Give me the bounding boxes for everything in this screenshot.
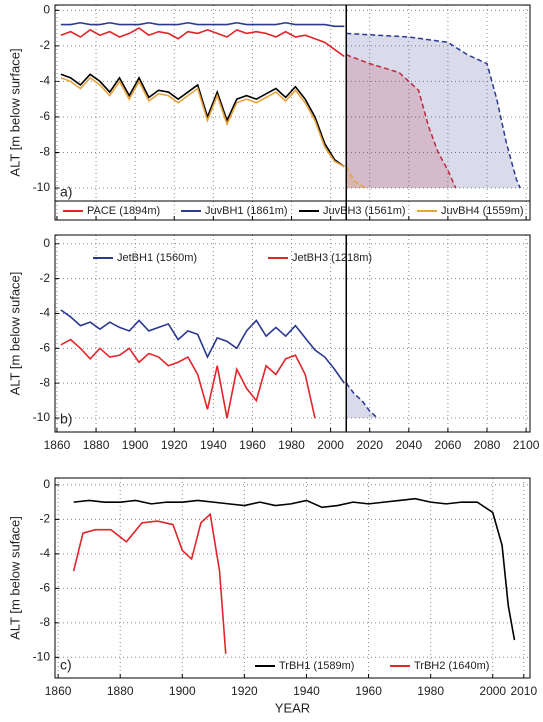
projection-shade — [346, 383, 378, 419]
series-line — [60, 338, 316, 419]
series-line — [60, 76, 345, 168]
y-tick-label: -4 — [39, 306, 50, 320]
x-axis-label: YEAR — [275, 700, 310, 715]
x-tick-label: 1860 — [44, 438, 71, 452]
y-tick-label: -6 — [39, 581, 50, 595]
series-line — [60, 309, 345, 384]
panel-label: a) — [60, 184, 72, 200]
legend-label: JetBH3 (1218m) — [292, 252, 372, 264]
plot-background — [55, 478, 530, 678]
series-line — [60, 21, 345, 28]
legend-label: TrBH2 (1640m) — [414, 660, 489, 672]
y-tick-label: -2 — [39, 271, 50, 285]
x-tick-label: 2000 — [317, 438, 344, 452]
plot-frame — [54, 234, 531, 433]
y-tick-label: 0 — [43, 477, 50, 491]
legend-label: PACE (1894m) — [87, 205, 160, 217]
y-tick-label: -8 — [39, 375, 50, 389]
x-tick-label: 2020 — [356, 438, 383, 452]
series-line — [60, 73, 345, 168]
y-tick-label: -10 — [33, 649, 51, 663]
projection-line — [345, 382, 379, 419]
x-tick-label: 1960 — [239, 438, 266, 452]
legend-label: JuvBH3 (1561m) — [323, 205, 406, 217]
series-line — [60, 27, 345, 58]
series-line — [73, 497, 516, 641]
projection-shade — [346, 54, 456, 189]
series-line — [72, 512, 227, 654]
plot-frame — [54, 477, 531, 679]
x-tick-label: 1980 — [417, 684, 444, 698]
projection-line — [346, 32, 521, 189]
legend-label: TrBH1 (1589m) — [279, 660, 354, 672]
x-tick-label: 1940 — [293, 684, 320, 698]
projection-line — [345, 54, 457, 189]
plot-background — [55, 235, 530, 432]
y-tick-label: -10 — [33, 410, 51, 424]
x-tick-label: 1960 — [355, 684, 382, 698]
plot-frame — [54, 4, 531, 221]
x-tick-label: 2010 — [510, 684, 537, 698]
x-tick-label: 2040 — [395, 438, 422, 452]
panel-label: c) — [60, 657, 72, 673]
y-axis-label: ALT [m below suface] — [7, 272, 22, 396]
projection-line — [345, 166, 367, 189]
y-tick-label: -6 — [39, 109, 50, 123]
x-tick-label: 1880 — [107, 684, 134, 698]
x-tick-label: 1900 — [169, 684, 196, 698]
y-tick-label: -2 — [39, 38, 50, 52]
y-tick-label: -8 — [39, 615, 50, 629]
plot-background — [55, 5, 530, 220]
series-group — [72, 497, 516, 654]
series-group — [60, 21, 521, 189]
x-tick-label: 1920 — [161, 438, 188, 452]
x-tick-label: 2060 — [435, 438, 462, 452]
x-tick-label: 2000 — [479, 684, 506, 698]
y-tick-label: -10 — [33, 180, 51, 194]
y-tick-label: -4 — [39, 74, 50, 88]
x-tick-label: 1980 — [278, 438, 305, 452]
projection-shade — [346, 166, 366, 189]
y-tick-label: -4 — [39, 546, 50, 560]
y-tick-label: -2 — [39, 512, 50, 526]
x-tick-label: 2100 — [513, 438, 540, 452]
y-tick-label: -8 — [39, 145, 50, 159]
x-tick-label: 1900 — [122, 438, 149, 452]
x-tick-label: 1940 — [200, 438, 227, 452]
y-tick-label: -6 — [39, 340, 50, 354]
y-tick-label: 0 — [43, 3, 50, 17]
legend-label: JuvBH1 (1861m) — [205, 205, 288, 217]
x-tick-label: 1880 — [83, 438, 110, 452]
x-tick-label: 1920 — [231, 684, 258, 698]
y-axis-label: ALT [m below suface] — [7, 516, 22, 640]
y-axis-label: ALT [m below surface] — [7, 48, 22, 176]
y-tick-label: 0 — [43, 236, 50, 250]
projection-shade — [346, 33, 521, 189]
x-tick-label: 2080 — [474, 438, 501, 452]
legend-label: JuvBH4 (1559m) — [441, 205, 524, 217]
panel-label: b) — [60, 411, 72, 427]
x-tick-label: 1860 — [45, 684, 72, 698]
series-group — [60, 309, 379, 419]
legend-label: JetBH1 (1560m) — [117, 252, 197, 264]
